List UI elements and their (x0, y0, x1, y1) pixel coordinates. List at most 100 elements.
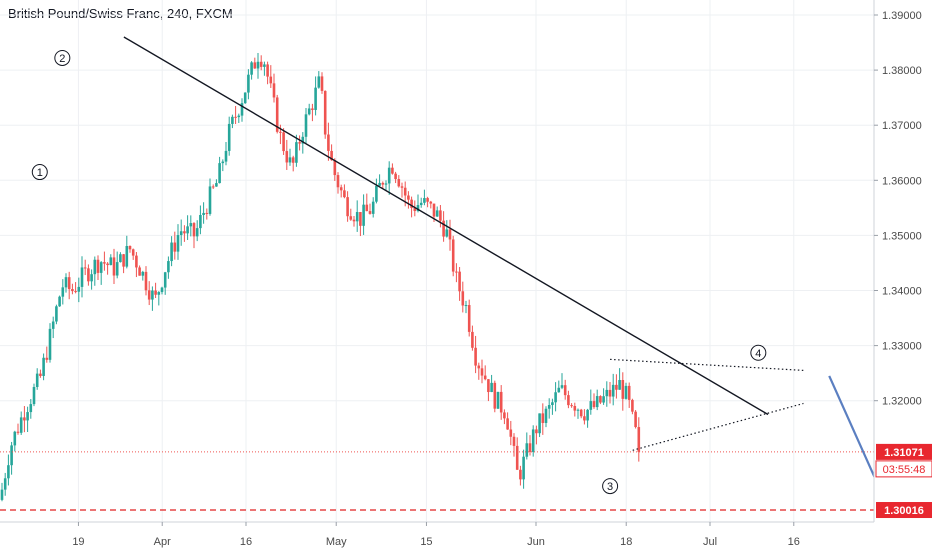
candle-body (215, 183, 218, 187)
candle-body (167, 261, 170, 273)
candle-body (499, 391, 503, 413)
candle-body (32, 386, 36, 405)
candle-body (570, 405, 573, 407)
candle-body (291, 157, 295, 163)
candle-body (48, 328, 52, 360)
candle-body (458, 271, 461, 292)
x-tick-label: May (326, 536, 347, 548)
candle-body (154, 290, 157, 295)
candle-body (407, 195, 410, 200)
candle-body (317, 76, 321, 88)
candle-body (509, 429, 513, 437)
candle-body (547, 405, 551, 409)
candle-body (202, 212, 205, 215)
candle-body (557, 387, 561, 393)
candle-body (551, 402, 554, 406)
candle-body (602, 396, 605, 403)
candle-body (189, 223, 193, 227)
candle-body (637, 427, 641, 452)
candle-body (467, 305, 471, 332)
candle-body (615, 384, 618, 390)
candle-body (423, 198, 426, 203)
candle-body (541, 413, 545, 423)
wave-label: 4 (755, 348, 761, 360)
candle-body (538, 413, 541, 434)
candle-body (445, 229, 449, 237)
chart-title: British Pound/Swiss Franc, 240, FXCM (8, 6, 233, 21)
candle-body (589, 401, 593, 410)
candle-body (151, 290, 154, 300)
candle-body (387, 167, 391, 184)
y-tick-label: 1.37000 (882, 120, 922, 132)
candle-body (560, 385, 564, 388)
candle-body (381, 182, 385, 185)
candle-body (26, 412, 29, 421)
candle-body (298, 142, 301, 144)
candle-body (592, 401, 596, 408)
candle-body (13, 431, 17, 446)
current-price-label-bg (876, 443, 932, 460)
candle-body (29, 404, 33, 413)
candle-body (461, 291, 465, 306)
candle-body (378, 182, 381, 186)
candle-body (221, 161, 225, 164)
candle-body (227, 123, 231, 151)
candle-body (515, 445, 519, 470)
overlays-layer: 12345 (0, 36, 899, 528)
candle-body (531, 429, 535, 452)
candle-body (586, 409, 589, 421)
candle-body (448, 229, 452, 240)
candle-body (122, 254, 125, 267)
candle-body (106, 263, 109, 266)
candle-body (307, 108, 311, 115)
candle-body (64, 277, 68, 288)
candle-body (103, 262, 106, 264)
candle-body (362, 204, 365, 226)
candle-body (58, 296, 61, 307)
candle-body (61, 287, 65, 297)
candle-body (90, 274, 93, 282)
candle-body (343, 190, 346, 198)
wave-marker (31, 164, 48, 181)
candle-body (10, 445, 13, 466)
candle-body (554, 392, 557, 403)
wave-marker (54, 49, 71, 66)
candle-body (51, 321, 55, 329)
candle-body (410, 199, 413, 208)
trendline (123, 36, 769, 416)
candle-body (384, 183, 388, 185)
candle-body (506, 418, 509, 430)
candle-body (349, 216, 353, 220)
candle-body (394, 173, 397, 180)
candle-body (330, 150, 333, 161)
candle-body (77, 286, 81, 292)
candle-body (346, 197, 349, 217)
candle-body (112, 257, 116, 276)
candle-body (493, 382, 497, 409)
candle-body (371, 201, 375, 214)
x-tick-label: 15 (420, 536, 432, 548)
candle-body (359, 212, 362, 226)
candle-body (512, 436, 516, 446)
candle-body (413, 207, 417, 212)
candle-body (250, 62, 253, 75)
candle-body (439, 210, 442, 221)
x-tick-label: 18 (620, 536, 632, 548)
candle-body (528, 443, 532, 452)
candle-body (138, 267, 141, 276)
candle-body (391, 167, 394, 174)
candle-body (74, 291, 77, 293)
candle-body (231, 116, 234, 124)
candle-body (311, 108, 314, 110)
triangle-lower-line (632, 402, 804, 451)
x-tick-label: 16 (788, 536, 800, 548)
candle-body (576, 409, 580, 411)
candle-body (595, 396, 599, 408)
candle-body (170, 242, 173, 262)
candle-body (99, 262, 103, 273)
candle-body (163, 272, 167, 288)
candle-body (247, 74, 250, 93)
candle-body (119, 254, 122, 263)
candle-body (135, 255, 138, 268)
candle-body (320, 76, 324, 91)
